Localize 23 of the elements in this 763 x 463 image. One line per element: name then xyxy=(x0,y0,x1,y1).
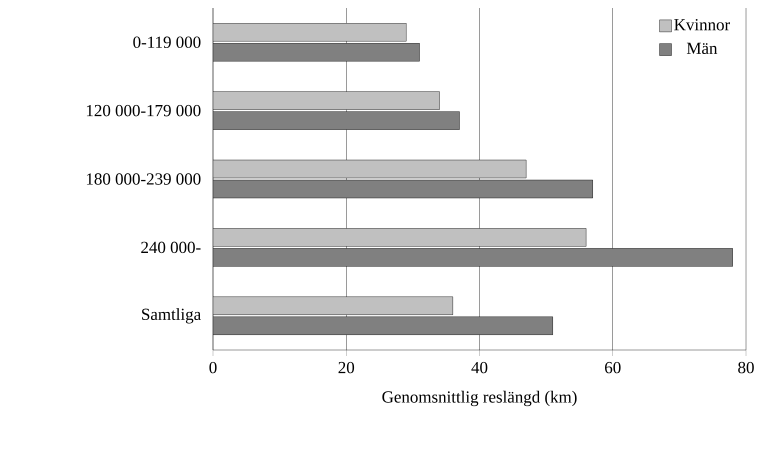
x-tick-label: 40 xyxy=(471,362,488,374)
bar xyxy=(213,180,593,198)
x-tick-label: 0 xyxy=(209,362,217,374)
bar xyxy=(213,160,526,178)
y-tick-label: Samtliga xyxy=(142,308,201,324)
legend-label: Kvinnor xyxy=(674,19,730,30)
y-tick-label: 0-119 000 xyxy=(133,36,200,48)
bar xyxy=(213,296,454,316)
x-axis-title: Genomsnittlig reslängd (km) xyxy=(382,390,577,406)
bar xyxy=(213,23,406,42)
legend-label: Män xyxy=(686,42,718,54)
y-tick-label: 240 000- xyxy=(141,242,201,254)
bar xyxy=(213,91,440,110)
y-tick-label: 180 000-239 000 xyxy=(86,173,201,185)
bar xyxy=(213,43,420,62)
bar xyxy=(213,316,553,336)
x-tick-label: 80 xyxy=(738,362,754,374)
y-tick-label: 120 000-179 000 xyxy=(86,104,201,116)
bar xyxy=(213,111,460,130)
bar xyxy=(213,248,733,267)
x-tick-label: 20 xyxy=(338,362,354,374)
x-tick-label: 60 xyxy=(605,362,621,374)
bar xyxy=(213,228,586,247)
